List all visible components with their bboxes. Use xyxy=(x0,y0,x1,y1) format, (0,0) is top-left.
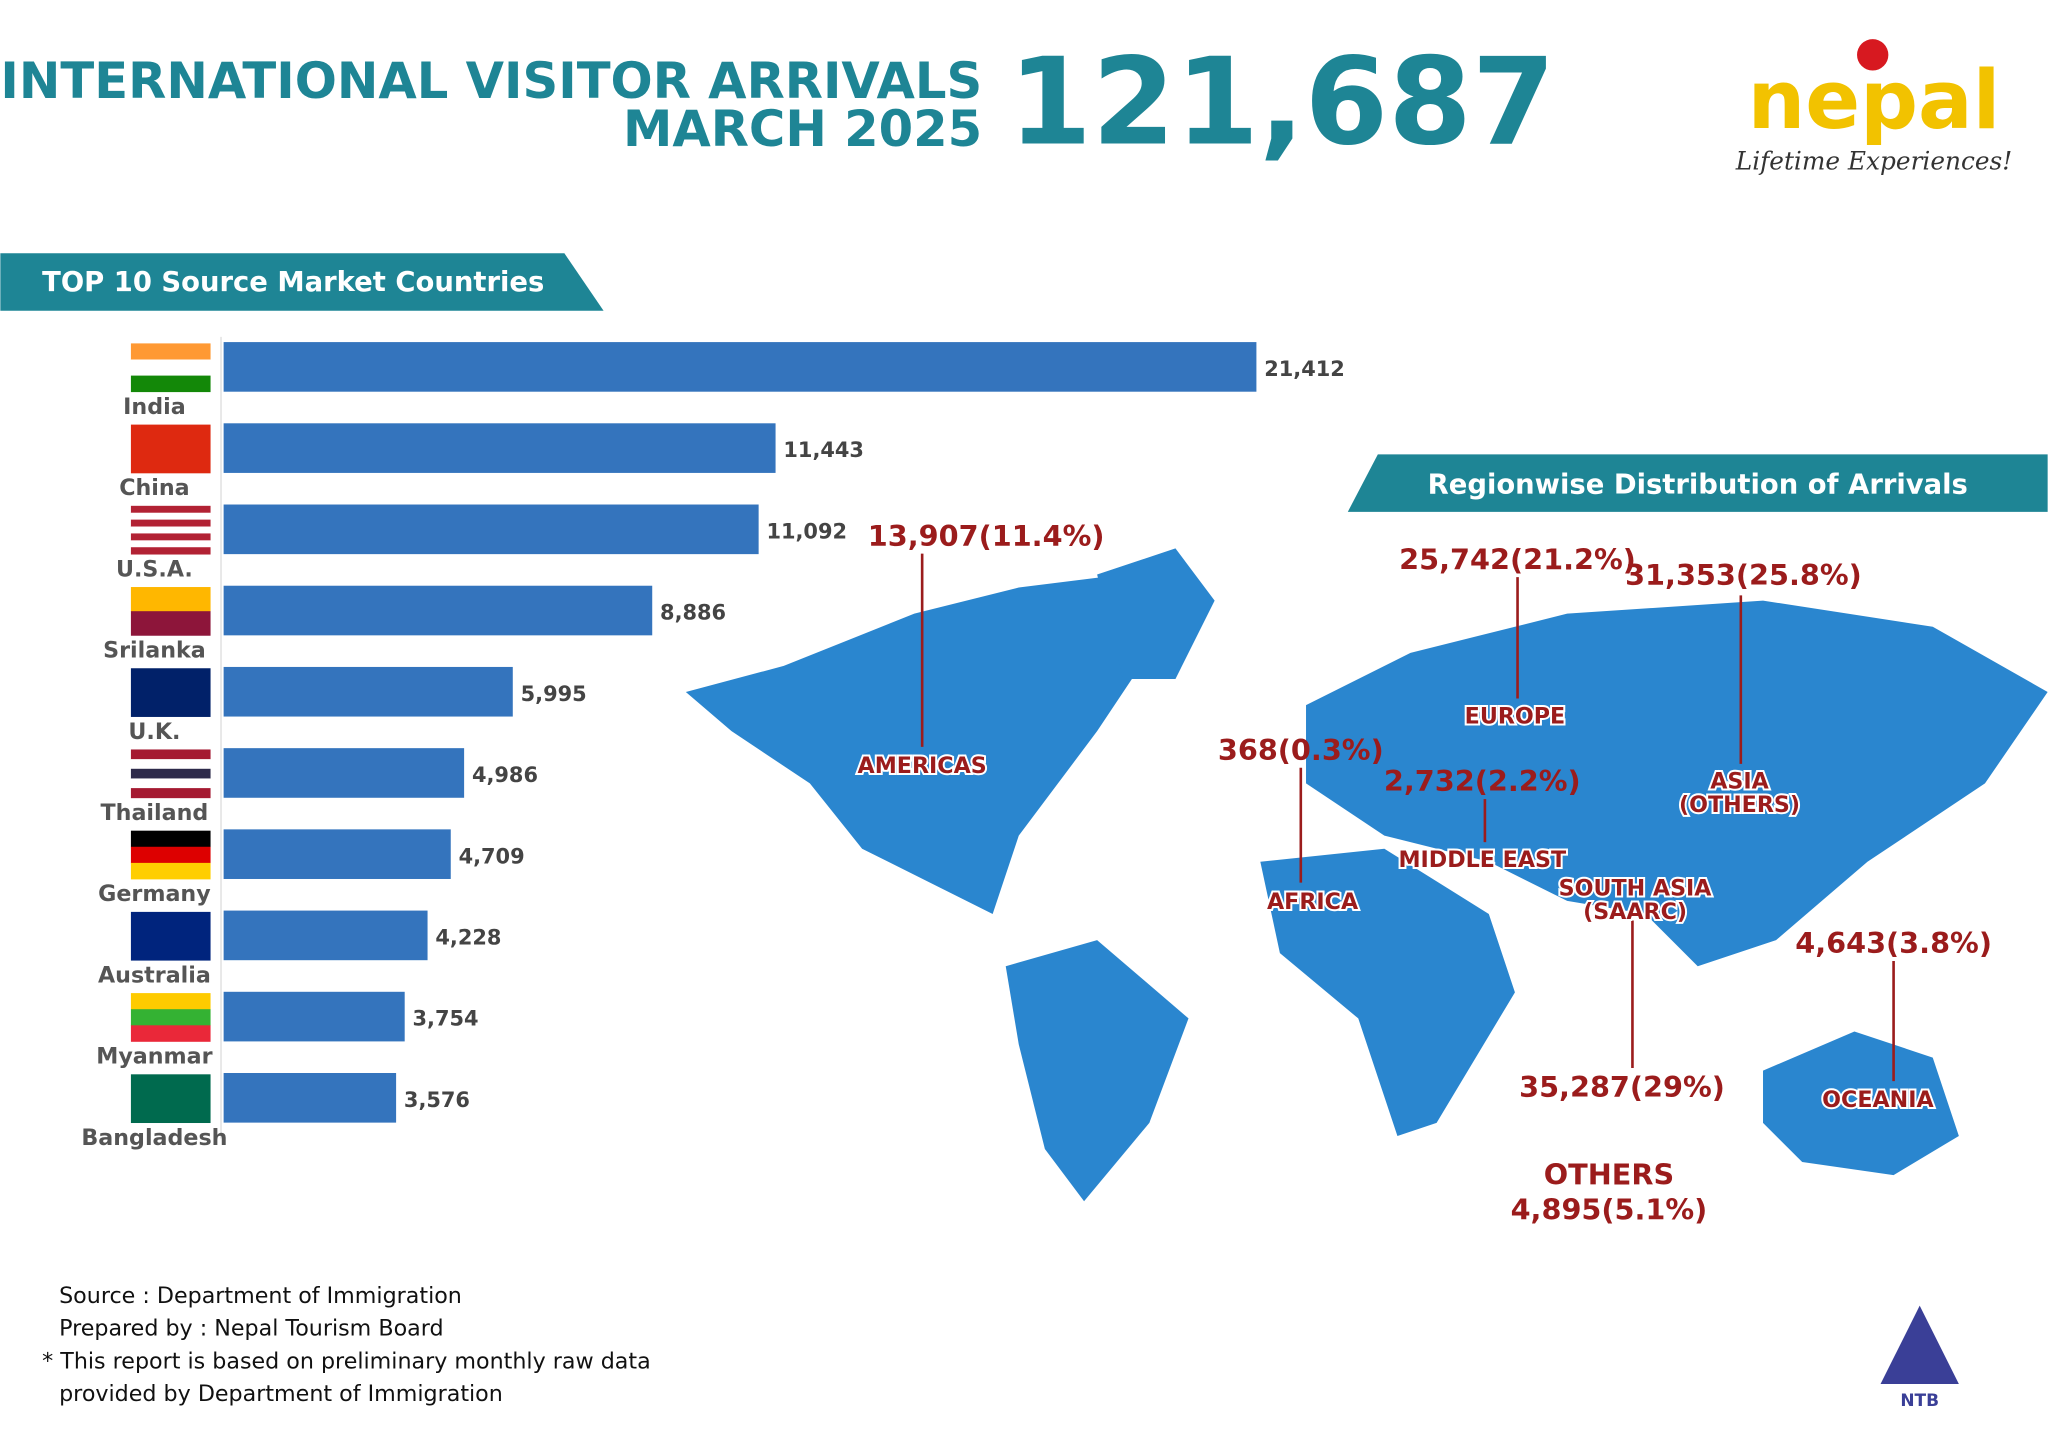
value-label: 4,986 xyxy=(472,763,538,787)
region-value: 13,907(11.4%) xyxy=(868,519,1105,553)
flag xyxy=(130,424,211,474)
bar xyxy=(223,910,428,961)
bar xyxy=(223,423,776,473)
category-label: Thailand xyxy=(101,800,209,826)
flag xyxy=(130,505,211,514)
region-name: AMERICAS xyxy=(858,753,987,779)
region-name: EUROPE xyxy=(1465,703,1566,729)
category-label: Bangladesh xyxy=(81,1125,227,1151)
title: INTERNATIONAL VISITOR ARRIVALS xyxy=(0,52,982,110)
value-label: 21,412 xyxy=(1264,357,1345,381)
flag xyxy=(130,749,211,760)
category-label: Myanmar xyxy=(96,1044,212,1070)
region-value: 31,353(25.8%) xyxy=(1625,558,1862,592)
region-name: OTHERS xyxy=(1544,1157,1674,1191)
flag xyxy=(130,1025,211,1042)
flag xyxy=(130,993,211,1010)
region-value: 2,732(2.2%) xyxy=(1384,764,1581,798)
chart-title: TOP 10 Source Market Countries xyxy=(42,267,544,298)
flag xyxy=(130,587,211,612)
flag xyxy=(130,846,211,864)
footer-line: Source : Department of Immigration xyxy=(59,1283,462,1309)
flag xyxy=(130,512,211,521)
value-label: 8,886 xyxy=(660,601,726,625)
flag xyxy=(130,768,211,779)
region-name: OCEANIA xyxy=(1822,1087,1934,1113)
flag xyxy=(130,830,211,848)
region-value: 25,742(21.2%) xyxy=(1399,542,1636,576)
tagline: Lifetime Experiences! xyxy=(1735,147,2013,176)
category-label: India xyxy=(123,394,186,420)
value-label: 3,754 xyxy=(413,1007,479,1031)
region-value: 35,287(29%) xyxy=(1519,1070,1725,1104)
bar xyxy=(223,666,513,717)
flag xyxy=(130,668,211,717)
region-value: 4,643(3.8%) xyxy=(1795,926,1992,960)
bar xyxy=(223,748,465,798)
flag xyxy=(130,1009,211,1026)
ntb-icon xyxy=(1880,1305,1959,1385)
value-label: 11,092 xyxy=(766,519,847,543)
flag xyxy=(130,547,211,555)
bar xyxy=(223,504,759,555)
category-label: Germany xyxy=(98,881,211,907)
region-value: 368(0.3%) xyxy=(1218,733,1384,767)
flag xyxy=(130,911,211,961)
region-name: ASIA xyxy=(1710,769,1769,795)
flag xyxy=(130,611,211,636)
logo-dot xyxy=(1857,39,1889,71)
flag xyxy=(130,343,211,360)
region-value: 4,895(5.1%) xyxy=(1511,1193,1708,1227)
ntb-badge: NTB xyxy=(1900,1391,1939,1411)
flag xyxy=(130,862,211,880)
flag xyxy=(130,533,211,541)
region-title: Regionwise Distribution of Arrivals xyxy=(1428,470,1968,501)
bar xyxy=(223,1073,397,1123)
flag xyxy=(130,540,211,548)
value-label: 11,443 xyxy=(783,438,864,462)
footer-line: Prepared by : Nepal Tourism Board xyxy=(59,1316,443,1342)
bar xyxy=(223,829,451,879)
logo: nepal xyxy=(1748,54,2001,148)
category-label: Australia xyxy=(98,962,211,988)
value-label: 3,576 xyxy=(404,1088,470,1112)
category-label: Srilanka xyxy=(103,638,206,664)
total: 121,687 xyxy=(1008,34,1555,173)
region-name: (SAARC) xyxy=(1583,899,1687,925)
region-name: SOUTH ASIA xyxy=(1559,876,1713,902)
bar xyxy=(223,991,405,1042)
flag xyxy=(130,788,211,799)
value-label: 4,709 xyxy=(459,844,525,868)
bar xyxy=(223,342,1257,392)
category-label: China xyxy=(119,475,189,501)
value-label: 4,228 xyxy=(435,926,501,950)
region-banner xyxy=(1347,454,2048,512)
region-name: (OTHERS) xyxy=(1679,792,1800,818)
flag xyxy=(130,1074,211,1124)
world-map xyxy=(685,548,2048,1202)
subtitle: MARCH 2025 xyxy=(623,100,982,158)
category-label: U.K. xyxy=(128,719,180,745)
flag xyxy=(130,519,211,527)
bar xyxy=(223,585,653,636)
chart-banner xyxy=(0,253,604,311)
region-name: MIDDLE EAST xyxy=(1398,847,1566,873)
footer-line: * This report is based on preliminary mo… xyxy=(42,1348,651,1374)
region-name: AFRICA xyxy=(1267,889,1359,915)
flag xyxy=(130,359,211,376)
footer-line: provided by Department of Immigration xyxy=(59,1381,503,1407)
flag xyxy=(130,759,211,770)
flag xyxy=(130,778,211,789)
flag xyxy=(130,526,211,534)
value-label: 5,995 xyxy=(521,682,587,706)
flag xyxy=(130,375,211,393)
category-label: U.S.A. xyxy=(116,556,193,582)
